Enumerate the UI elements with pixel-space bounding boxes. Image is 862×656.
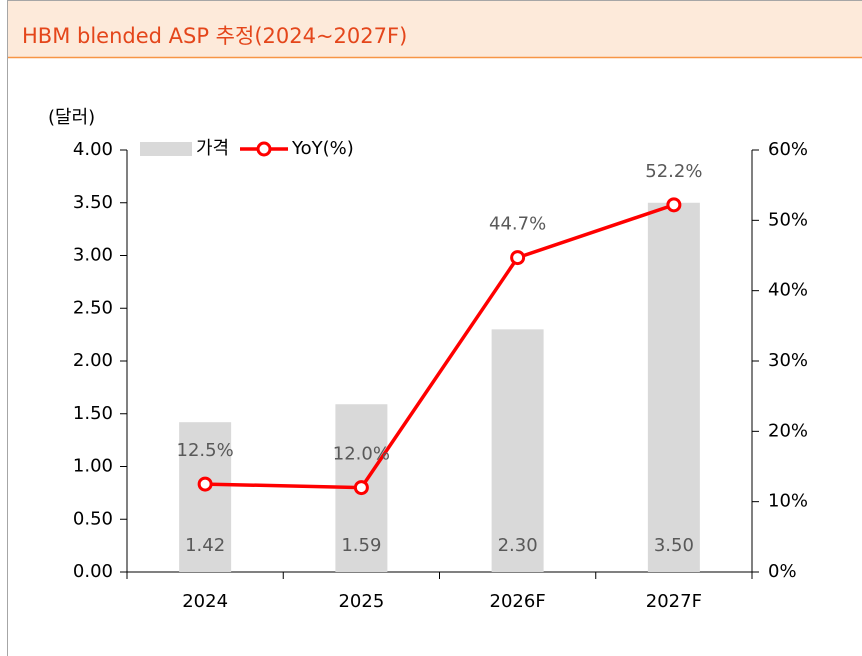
- y-axis-label: (달러): [48, 107, 95, 128]
- bar: [491, 329, 544, 572]
- y-tick-label: 1.00: [73, 456, 113, 477]
- y-tick-label: 4.00: [73, 139, 113, 160]
- line-marker: [666, 197, 682, 213]
- x-tick-label: 2024: [182, 591, 228, 612]
- chart-title: HBM blended ASP 추정(2024~2027F): [22, 24, 407, 48]
- y2-tick-label: 10%: [768, 491, 808, 512]
- title-band: [8, 1, 862, 57]
- legend-swatch: [140, 142, 192, 156]
- bar: [647, 202, 700, 572]
- y2-tick-label: 60%: [768, 139, 808, 160]
- x-tick-label: 2027F: [646, 591, 702, 612]
- y2-tick-label: 0%: [768, 561, 797, 582]
- bar: [179, 422, 232, 572]
- x-tick-label: 2025: [338, 591, 384, 612]
- line: [205, 203, 675, 490]
- legend-label: YoY(%): [291, 138, 354, 159]
- x-tick-label: 2026F: [490, 591, 546, 612]
- y2-tick-label: 50%: [768, 209, 808, 230]
- y2-tick-label: 30%: [768, 350, 808, 371]
- y-tick-label: 3.00: [73, 245, 113, 266]
- bar-value-label: 3.50: [654, 535, 694, 556]
- frame: [7, 0, 862, 656]
- line-marker: [510, 250, 526, 266]
- y-tick-label: 2.50: [73, 297, 113, 318]
- bar-value-label: 1.42: [185, 535, 225, 556]
- bar-value-label: 2.30: [498, 535, 538, 556]
- line-value-label: 52.2%: [645, 161, 702, 182]
- line-marker: [197, 476, 213, 492]
- y-tick-label: 1.50: [73, 403, 113, 424]
- y-tick-label: 0.50: [73, 508, 113, 529]
- line-value-label: 44.7%: [489, 214, 546, 235]
- y-tick-label: 2.00: [73, 350, 113, 371]
- line-marker: [353, 480, 369, 496]
- y-tick-label: 3.50: [73, 192, 113, 213]
- bar-value-label: 1.59: [341, 535, 381, 556]
- line-value-label: 12.5%: [177, 440, 234, 461]
- legend-swatch-marker: [256, 141, 272, 157]
- y-tick-label: 0.00: [73, 561, 113, 582]
- y2-tick-label: 20%: [768, 420, 808, 441]
- y2-tick-label: 40%: [768, 280, 808, 301]
- legend-label: 가격: [196, 138, 229, 159]
- line-value-label: 12.0%: [333, 444, 390, 465]
